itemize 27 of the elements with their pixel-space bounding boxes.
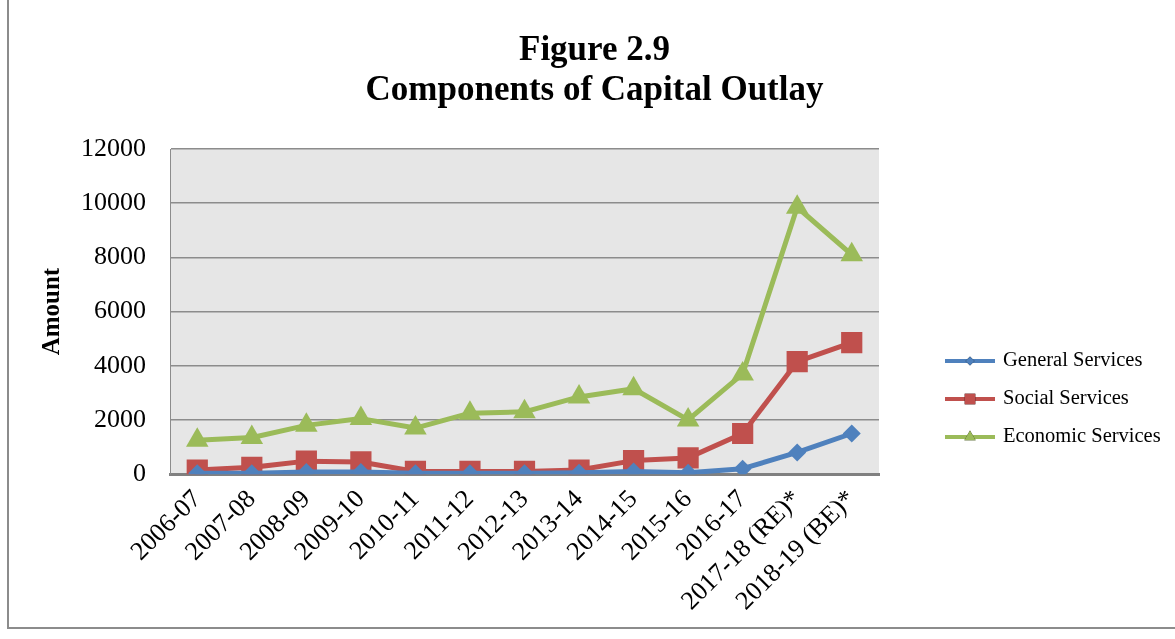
y-tick-label: 12000 xyxy=(81,132,146,162)
point xyxy=(458,400,482,420)
point xyxy=(404,415,427,435)
legend-label: Economic Services xyxy=(1003,424,1161,447)
point xyxy=(186,427,209,447)
y-tick-label: 4000 xyxy=(94,349,146,379)
point xyxy=(676,406,700,427)
point xyxy=(733,459,752,475)
point xyxy=(731,360,754,381)
point xyxy=(785,194,809,214)
y-tick-label: 0 xyxy=(133,457,146,487)
point xyxy=(567,383,591,404)
point xyxy=(295,412,318,432)
y-tick-label: 10000 xyxy=(81,187,146,217)
y-tick-label: 2000 xyxy=(94,403,146,433)
point xyxy=(349,405,373,426)
chart-subtitle: Components of Capital Outlay xyxy=(365,69,824,109)
legend-label: Social Services xyxy=(1003,386,1129,409)
legend-label: General Services xyxy=(1003,348,1143,371)
point xyxy=(513,398,536,419)
chart-title: Figure 2.9 xyxy=(518,29,671,69)
y-tick-label: 8000 xyxy=(94,241,146,271)
y-axis-title: Amount xyxy=(37,267,65,356)
point xyxy=(240,424,264,445)
point xyxy=(622,375,645,396)
point xyxy=(840,241,863,262)
y-tick-label: 6000 xyxy=(94,295,146,325)
